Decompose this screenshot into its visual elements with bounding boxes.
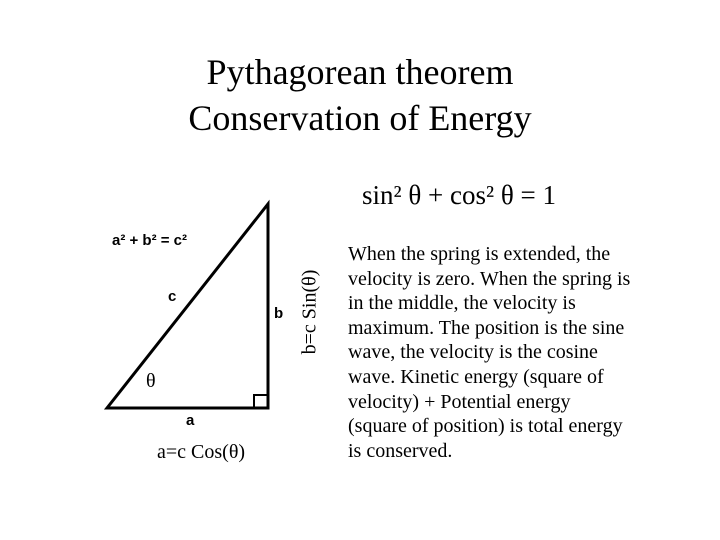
paragraph: When the spring is extended, the velocity… xyxy=(348,242,630,463)
paragraph-line: wave, the velocity is the cosine xyxy=(348,341,598,364)
paragraph-line: (square of position) is total energy xyxy=(348,415,623,438)
right-angle-mark xyxy=(253,394,268,408)
paragraph-line: maximum. The position is the sine xyxy=(348,316,625,339)
hypotenuse-label: c xyxy=(168,288,177,305)
title-line: Conservation of Energy xyxy=(188,98,532,138)
paragraph-line: velocity) + Potential energy xyxy=(348,390,571,413)
b-formula: b=c Sin(θ) xyxy=(298,269,321,355)
paragraph-line: is conserved. xyxy=(348,439,453,462)
paragraph-line: in the middle, the velocity is xyxy=(348,292,576,315)
side-b-label: b xyxy=(274,305,284,322)
paragraph-line: wave. Kinetic energy (square of xyxy=(348,365,604,388)
formula: a² + b² = c² xyxy=(112,232,188,249)
triangle xyxy=(103,199,270,410)
a-formula: a=c Cos(θ) xyxy=(157,441,246,463)
angle-label: θ xyxy=(146,370,156,392)
equation: sin² θ + cos² θ = 1 xyxy=(362,180,557,210)
paragraph-line: When the spring is extended, the xyxy=(348,243,611,265)
side-a-label: a xyxy=(186,412,195,429)
title-line: Pythagorean theorem xyxy=(206,52,514,92)
paragraph-line: velocity is zero. When the spring is xyxy=(348,267,631,290)
